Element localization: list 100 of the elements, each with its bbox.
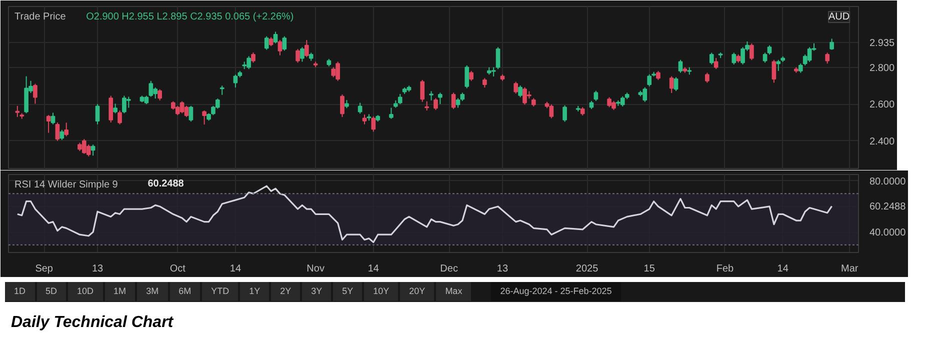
text: RSI 14 Wilder Simple 9 [14,180,118,190]
x-tick-label: 14 [368,264,380,274]
text: 20Y [400,282,434,301]
candlestick [86,144,91,157]
candlestick [496,46,500,70]
candlestick [669,76,674,94]
text: Daily Technical Chart [11,314,174,331]
text: 10Y [364,282,398,301]
candlestick [118,110,122,125]
candlestick [518,84,522,98]
candlestick [514,81,518,94]
text: 26-Aug-2024 - 25-Feb-2025 [491,282,621,301]
candlestick [300,46,304,62]
x-tick-label: 13 [496,264,508,274]
candlestick [705,72,710,84]
candlestick [469,70,474,82]
candlestick [113,103,118,114]
x-tick-label: 15 [644,264,656,274]
candlestick [656,70,660,80]
y-tick-label: 2.600 [870,100,895,111]
candlestick [273,31,278,44]
candlestick [331,66,336,78]
candlestick [148,80,154,98]
y-tick-label: 2.800 [870,62,895,74]
y-tick-label: 60.2488 [870,202,906,213]
x-tick-label: Dec [440,264,458,274]
candlestick [456,98,460,108]
candlestick [55,122,60,142]
candlestick [762,52,768,64]
candlestick [438,92,442,105]
candlestick [108,95,114,123]
y-tick-label: 40.0000 [870,228,906,239]
text: 6M [170,282,200,301]
text: 1D [5,282,35,301]
candlestick [362,114,367,125]
candlestick [304,40,309,58]
candlestick [464,64,470,89]
y-tick-label: 2.935 [870,38,895,49]
x-tick-label: 13 [92,264,104,274]
candlestick [251,52,256,64]
candlestick [642,86,648,102]
x-tick-label: Oct [170,264,186,274]
candlestick [358,102,362,114]
text: 3M [137,282,168,301]
candlestick [420,79,425,102]
candlestick [549,104,554,119]
candlestick [180,100,184,114]
candlestick [184,105,189,118]
x-tick-label: 2025 [576,264,599,274]
x-tick-label: Nov [306,264,324,274]
candlestick [772,59,776,84]
candlestick [678,59,683,74]
candlestick [482,78,487,88]
candlestick [594,90,598,102]
candlestick [15,105,20,118]
candlestick [175,105,180,116]
candlestick [64,122,69,137]
candlestick [90,144,96,156]
text: Max [436,282,472,301]
candlestick [158,88,162,101]
x-tick-label: Sep [35,264,54,274]
text: 5D [36,282,66,301]
candlestick [95,104,100,125]
text: 10D [68,282,103,301]
candlestick [33,83,38,104]
y-tick-label: 2.400 [870,136,895,148]
text: 5Y [333,282,362,301]
candlestick [188,105,194,122]
text: 1M [104,282,136,301]
candlestick [296,48,300,64]
candlestick [750,43,754,61]
x-tick-label: 14 [777,264,789,274]
candlestick [434,98,438,110]
candlestick [398,93,402,105]
candlestick [825,52,830,64]
x-tick-label: 14 [230,264,242,274]
annotation: 60.2488 [148,178,184,190]
candlestick [202,110,206,125]
annotation: AUD [828,12,850,22]
candlestick [807,46,812,62]
candlestick [50,112,56,125]
candlestick [647,74,652,87]
candlestick [424,100,429,112]
candlestick [282,36,287,52]
candlestick [278,40,282,56]
x-tick-label: Mar [840,264,859,274]
candlestick [371,116,376,132]
text: Trade Price [14,12,66,22]
candlestick [709,52,714,65]
candlestick [340,94,344,118]
candlestick [389,107,394,120]
candlestick [126,96,131,108]
candlestick [776,59,781,72]
candlestick [714,58,718,70]
candlestick [429,90,434,101]
candlestick [767,44,772,56]
candlestick [674,76,678,92]
candlestick [451,92,456,110]
candlestick [220,85,224,96]
candlestick [562,104,567,122]
